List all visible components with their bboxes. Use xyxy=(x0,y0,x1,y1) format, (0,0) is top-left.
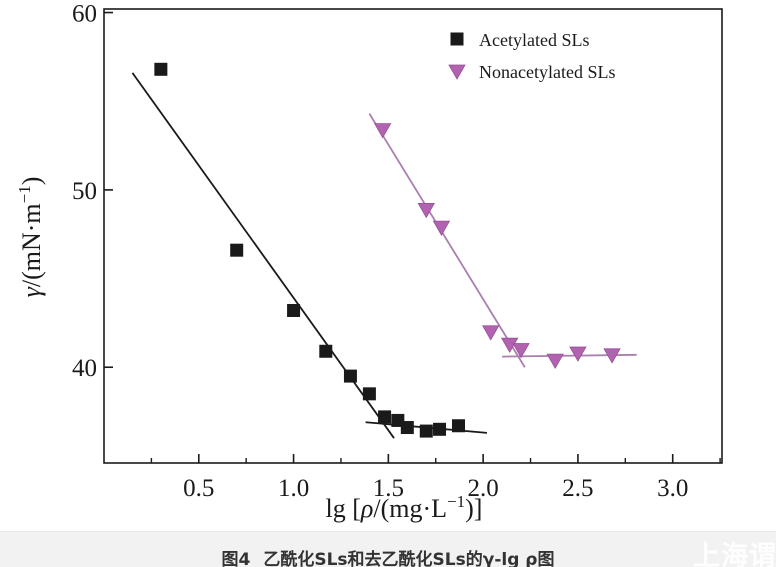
data-point-square xyxy=(287,303,301,317)
data-point-square xyxy=(319,344,333,358)
data-point-square xyxy=(343,369,357,383)
data-point-triangle xyxy=(569,346,587,362)
data-point-square xyxy=(378,410,392,424)
data-points-group xyxy=(154,62,621,438)
data-point-triangle xyxy=(432,220,451,236)
x-label-post: )] xyxy=(465,494,482,523)
data-point-triangle xyxy=(373,123,392,139)
y-tick-label: 60 xyxy=(72,1,97,28)
y-label-mid: /(mN·m xyxy=(17,203,46,287)
data-point-triangle xyxy=(417,202,435,219)
legend-marker-square xyxy=(450,32,464,46)
x-tick-label: 3.0 xyxy=(657,475,688,502)
x-tick-label: 1.0 xyxy=(278,475,309,502)
x-axis-label: lg [ρ/(mg·L−1)] xyxy=(326,492,483,523)
legend-label: Acetylated SLs xyxy=(479,30,589,50)
data-point-square xyxy=(400,421,414,435)
data-point-square xyxy=(419,424,433,438)
data-point-square xyxy=(433,422,447,436)
y-label-gamma: γ xyxy=(17,286,46,297)
data-point-triangle xyxy=(546,353,564,369)
x-tick-label: 0.5 xyxy=(183,475,214,502)
scatter-plot: 0.5 1.0 1.5 2.0 2.5 3.0 40 50 60 Acetylated SLs N… xyxy=(15,1,723,523)
legend: Acetylated SLs Nonacetylated SLs xyxy=(448,30,615,82)
data-point-triangle xyxy=(603,348,621,364)
axis-ticks-group: 0.5 1.0 1.5 2.0 2.5 3.0 40 50 60 xyxy=(72,1,721,502)
x-tick-label: 2.5 xyxy=(562,475,593,502)
figure-caption-label: 图4 xyxy=(221,550,251,567)
y-axis-label: γ/(mN·m−1) xyxy=(15,177,46,298)
x-label-mid: /(mg·L xyxy=(373,494,447,523)
y-label-post: ) xyxy=(17,177,46,186)
fit-line xyxy=(368,113,526,368)
x-tick-label: 1.5 xyxy=(373,475,404,502)
x-label-pre: lg [ xyxy=(326,494,361,523)
data-point-square xyxy=(451,419,465,433)
plot-frame xyxy=(103,8,723,464)
y-label-sup: −1 xyxy=(15,185,34,203)
data-point-triangle xyxy=(512,343,530,359)
data-point-triangle xyxy=(482,325,500,341)
data-point-square xyxy=(154,62,168,76)
figure-caption: 图4 乙酰化SLs和去乙酰化SLs的γ-lg ρ图 xyxy=(0,532,776,567)
data-point-square xyxy=(362,387,376,401)
caption-strip: 图4 乙酰化SLs和去乙酰化SLs的γ-lg ρ图 上海谓鉴 xyxy=(0,531,776,567)
chart-area: 0.5 1.0 1.5 2.0 2.5 3.0 40 50 60 Acetylated SLs N… xyxy=(15,0,723,523)
y-tick-label: 50 xyxy=(72,178,97,205)
figure-caption-text: 乙酰化SLs和去乙酰化SLs的γ-lg ρ图 xyxy=(263,550,555,567)
watermark: 上海谓鉴 xyxy=(693,541,776,567)
x-tick-label: 2.0 xyxy=(468,475,499,502)
data-point-square xyxy=(230,243,244,257)
legend-marker-triangle xyxy=(448,64,466,80)
plot-frame-group xyxy=(103,8,723,464)
x-label-sup: −1 xyxy=(447,492,465,511)
y-tick-label: 40 xyxy=(72,355,97,382)
legend-label: Nonacetylated SLs xyxy=(479,62,615,82)
x-label-rho: ρ xyxy=(360,494,373,523)
